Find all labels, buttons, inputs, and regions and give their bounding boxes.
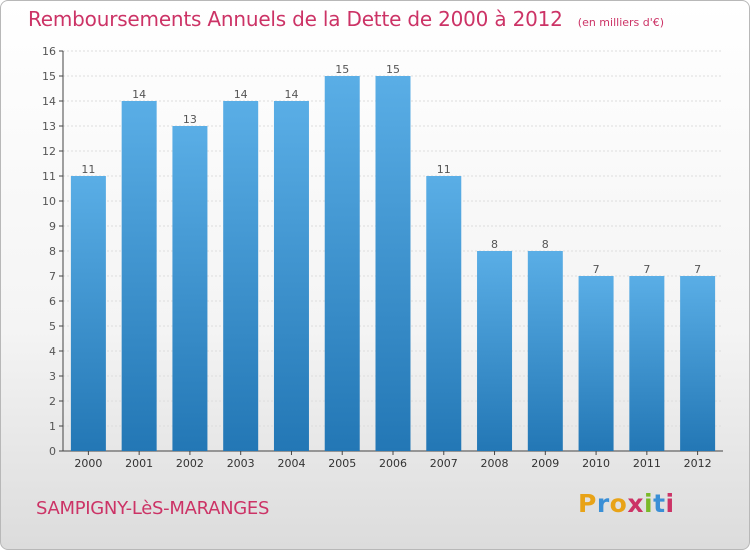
data-label: 8 xyxy=(491,238,498,251)
y-tick-label: 15 xyxy=(42,70,56,83)
chart-unit: (en milliers d'€) xyxy=(577,16,665,29)
data-label: 14 xyxy=(234,88,248,101)
x-tick-label: 2008 xyxy=(481,457,509,470)
brand-letter: o xyxy=(609,489,628,518)
bar xyxy=(680,276,716,451)
x-tick-label: 2010 xyxy=(582,457,610,470)
y-tick-label: 13 xyxy=(42,120,56,133)
x-tick-label: 2005 xyxy=(328,457,356,470)
bar xyxy=(172,126,208,451)
y-tick-label: 2 xyxy=(49,395,56,408)
y-tick-label: 5 xyxy=(49,320,56,333)
bar xyxy=(578,276,614,451)
y-tick-label: 1 xyxy=(49,420,56,433)
brand-letter: i xyxy=(665,489,675,518)
data-label: 15 xyxy=(386,63,400,76)
brand-logo: Proxiti xyxy=(578,489,675,518)
y-tick-label: 16 xyxy=(42,45,56,58)
y-tick-label: 3 xyxy=(49,370,56,383)
x-tick-label: 2012 xyxy=(684,457,712,470)
y-tick-label: 8 xyxy=(49,245,56,258)
x-tick-label: 2009 xyxy=(531,457,559,470)
y-tick-label: 10 xyxy=(42,195,56,208)
x-tick-label: 2007 xyxy=(430,457,458,470)
bar xyxy=(375,76,411,451)
bar xyxy=(629,276,665,451)
brand-letter: i xyxy=(644,489,654,518)
y-tick-label: 4 xyxy=(49,345,56,358)
data-label: 13 xyxy=(183,113,197,126)
x-tick-label: 2002 xyxy=(176,457,204,470)
data-label: 14 xyxy=(284,88,298,101)
data-label: 14 xyxy=(132,88,146,101)
x-tick-label: 2000 xyxy=(74,457,102,470)
commune-name: SAMPIGNY-LèS-MARANGES xyxy=(36,498,270,519)
y-tick-label: 0 xyxy=(49,445,56,458)
data-label: 7 xyxy=(694,263,701,276)
data-label: 7 xyxy=(643,263,650,276)
bar xyxy=(477,251,513,451)
chart-header: Remboursements Annuels de la Dette de 20… xyxy=(28,7,664,31)
bar xyxy=(121,101,157,451)
x-tick-label: 2001 xyxy=(125,457,153,470)
x-tick-label: 2011 xyxy=(633,457,661,470)
bar xyxy=(527,251,563,451)
bar xyxy=(426,176,462,451)
data-label: 11 xyxy=(81,163,95,176)
data-label: 15 xyxy=(335,63,349,76)
brand-letter: x xyxy=(627,489,644,518)
bar xyxy=(324,76,360,451)
x-tick-label: 2006 xyxy=(379,457,407,470)
data-label: 11 xyxy=(437,163,451,176)
data-label: 8 xyxy=(542,238,549,251)
bar xyxy=(70,176,106,451)
x-tick-label: 2003 xyxy=(227,457,255,470)
bar xyxy=(223,101,259,451)
y-tick-label: 7 xyxy=(49,270,56,283)
y-tick-label: 12 xyxy=(42,145,56,158)
y-tick-label: 14 xyxy=(42,95,56,108)
brand-letter: t xyxy=(653,489,666,518)
brand-letter: r xyxy=(596,489,610,518)
bar xyxy=(273,101,309,451)
y-tick-label: 11 xyxy=(42,170,56,183)
chart-title: Remboursements Annuels de la Dette de 20… xyxy=(28,7,563,31)
y-tick-label: 9 xyxy=(49,220,56,233)
brand-letter: P xyxy=(578,489,597,518)
x-tick-label: 2004 xyxy=(277,457,305,470)
y-tick-label: 6 xyxy=(49,295,56,308)
data-label: 7 xyxy=(593,263,600,276)
